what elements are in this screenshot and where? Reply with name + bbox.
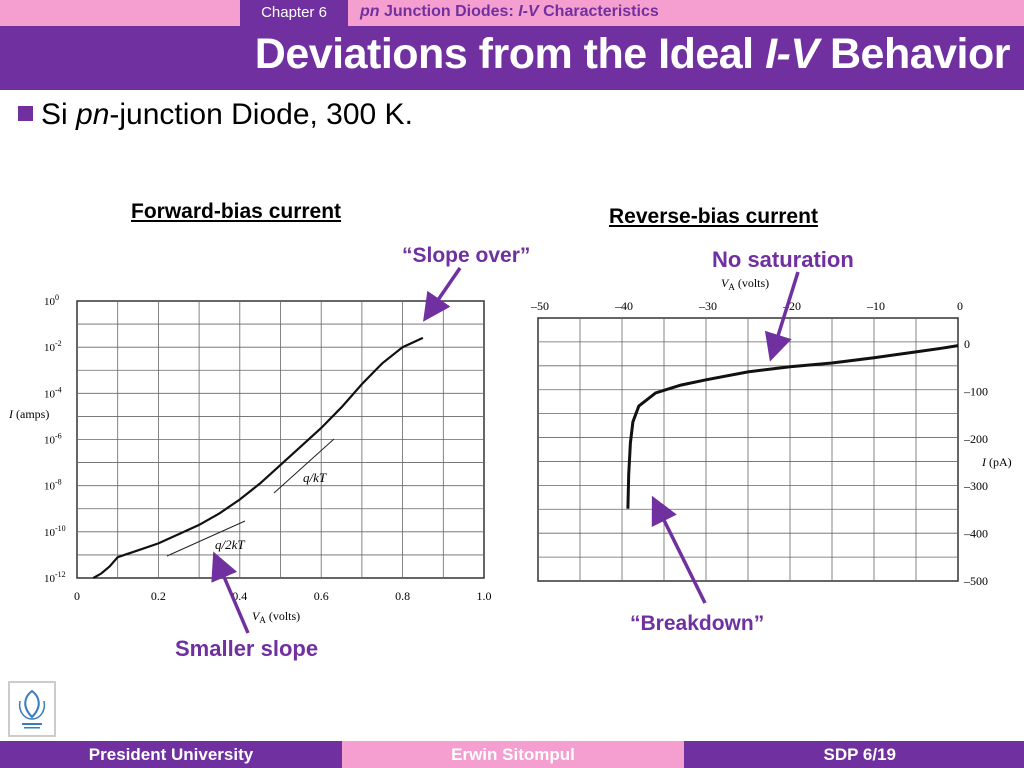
title-part-b: Behavior <box>818 30 1011 78</box>
forward-ytick-label: 10-10 <box>44 524 66 539</box>
no-saturation-arrow <box>764 271 800 362</box>
forward-xtick-label: 0.6 <box>314 589 329 603</box>
reverse-iv-curve <box>626 344 959 509</box>
footer-author: Erwin Sitompul <box>342 741 684 768</box>
reverse-heading: Reverse-bias current <box>609 205 818 228</box>
forward-chart: 100 10-2 10-4 10-6 10-8 10-10 10-12 0 0.2 0.4 0.6 0… <box>8 293 492 625</box>
forward-heading: Forward-bias current <box>131 200 342 223</box>
forward-grid <box>76 300 485 579</box>
title-part-iv: I-V <box>765 30 819 78</box>
reverse-xtick-label: –40 <box>614 299 633 313</box>
reverse-xtick-label: –30 <box>698 299 717 313</box>
reverse-ytick-label: –300 <box>963 479 988 493</box>
reverse-xlabel: VA (volts) <box>721 276 769 292</box>
slope-qkt-line <box>273 438 335 494</box>
topic-end: Characteristics <box>538 3 659 20</box>
bullet-a: Si <box>41 98 77 131</box>
bullet-b: -junction Diode, 300 K. <box>109 98 413 131</box>
reverse-ytick-label: –100 <box>963 384 988 398</box>
reverse-ticks: –50 –40 –30 –20 –10 00–100–200–300–400–500 <box>530 299 988 588</box>
title-part-a: Deviations from the Ideal <box>254 30 766 78</box>
reverse-xtick-label: –50 <box>530 299 549 313</box>
breakdown-label: “Breakdown” <box>630 612 765 635</box>
topic-label: pn Junction Diodes: I-V Characteristics <box>348 0 1024 26</box>
reverse-xtick-label: –10 <box>866 299 885 313</box>
reverse-ytick-label: –400 <box>963 527 988 541</box>
topic-mid: Junction Diodes: <box>379 3 519 20</box>
forward-ytick-label: 10-2 <box>44 339 62 354</box>
forward-ytick-label: 10-12 <box>44 570 66 585</box>
forward-ytick-label: 100 <box>44 293 59 308</box>
reverse-chart: –50 –40 –30 –20 –10 00–100–200–300–400–500 VA… <box>530 276 1012 588</box>
bullet-pn: pn <box>76 98 110 131</box>
slope-q2kt-line <box>166 520 246 557</box>
chapter-label: Chapter 6 <box>240 0 348 26</box>
top-bar <box>0 0 1024 26</box>
no-saturation-label: No saturation <box>712 247 854 272</box>
forward-xlabel: VA (volts) <box>252 609 300 625</box>
university-logo <box>8 681 56 737</box>
forward-xtick-label: 0 <box>74 589 80 603</box>
topic-iv: I-V <box>518 3 539 20</box>
logo-emblem-icon <box>18 689 46 729</box>
bullet-item: Si pn-junction Diode, 300 K. <box>18 98 413 132</box>
reverse-xtick-label: 0 <box>957 299 963 313</box>
page-title: Deviations from the Ideal I-V Behavior <box>254 30 1011 79</box>
forward-xtick-label: 0.8 <box>395 589 410 603</box>
forward-xtick-label: 0.4 <box>232 589 247 603</box>
footer: President University Erwin Sitompul SDP … <box>0 741 1024 768</box>
slope-over-label: “Slope over” <box>402 244 531 267</box>
slope-over-arrow <box>423 267 462 322</box>
reverse-ytick-label: 0 <box>964 337 970 351</box>
forward-ylabel: I (amps) <box>8 407 49 421</box>
reverse-ytick-label: –500 <box>963 574 988 588</box>
reverse-ylabel: I (pA) <box>981 455 1012 469</box>
smaller-slope-label: Smaller slope <box>175 636 319 661</box>
bullet-square-icon <box>18 105 33 121</box>
qkt-label: q/kT <box>303 470 327 485</box>
smaller-slope-arrow <box>211 551 250 634</box>
breakdown-arrow <box>651 495 707 604</box>
forward-ytick-label: 10-6 <box>44 432 62 447</box>
forward-xtick-label: 1.0 <box>477 589 492 603</box>
forward-ytick-label: 10-8 <box>44 478 62 493</box>
topic-pn: pn <box>360 3 380 20</box>
footer-slide-number: SDP 6/19 <box>684 741 1024 768</box>
forward-ticks: 100 10-2 10-4 10-6 10-8 10-10 10-12 0 0.2 0.4 0.6 0… <box>44 293 492 603</box>
footer-university: President University <box>0 741 342 768</box>
forward-xtick-label: 0.2 <box>151 589 166 603</box>
reverse-ytick-label: –200 <box>963 432 988 446</box>
forward-ytick-label: 10-4 <box>44 385 62 400</box>
q2kt-label: q/2kT <box>215 537 245 552</box>
title-bar <box>0 26 1024 90</box>
forward-iv-curve <box>92 336 424 579</box>
reverse-grid <box>537 317 959 582</box>
